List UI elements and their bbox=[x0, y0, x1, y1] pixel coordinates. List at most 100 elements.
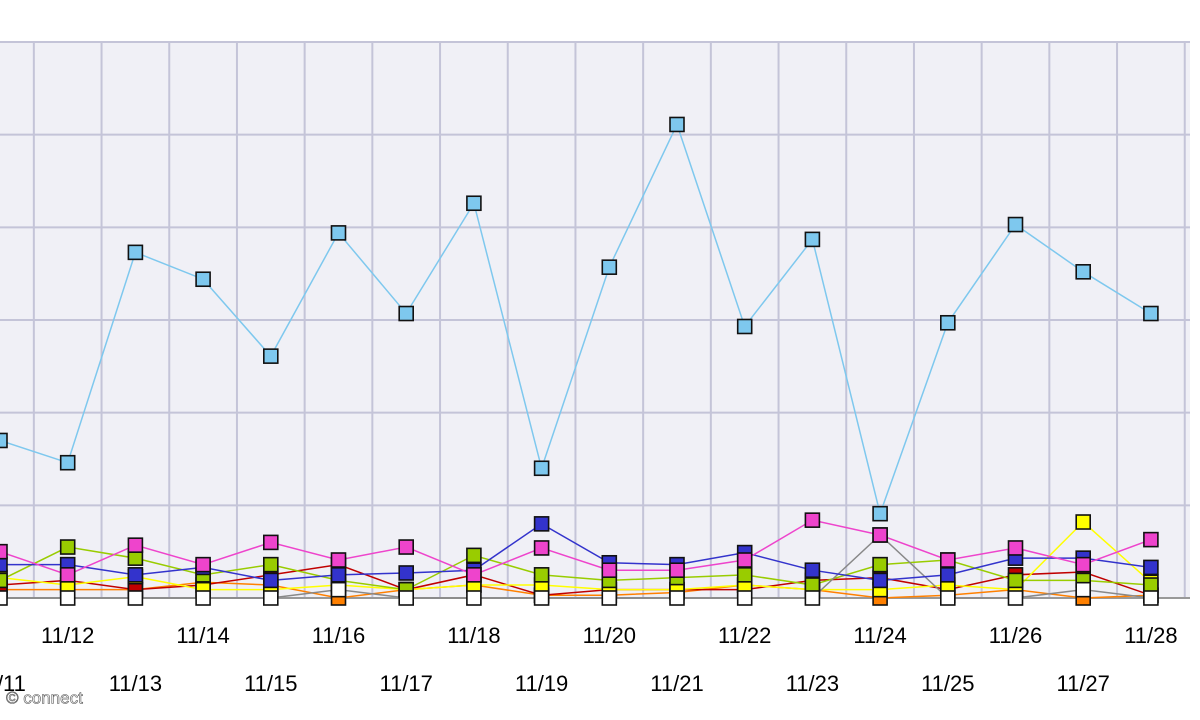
marker bbox=[669, 562, 685, 579]
marker bbox=[601, 590, 618, 606]
marker bbox=[0, 590, 8, 606]
marker bbox=[59, 454, 76, 471]
marker bbox=[1143, 531, 1159, 548]
marker bbox=[1075, 581, 1091, 598]
series-line bbox=[0, 122, 1152, 517]
marker bbox=[1007, 572, 1024, 589]
marker bbox=[127, 244, 144, 261]
marker bbox=[1075, 264, 1091, 280]
series-lines bbox=[0, 122, 1152, 599]
marker bbox=[1007, 590, 1024, 606]
marker bbox=[1143, 559, 1159, 576]
marker bbox=[601, 562, 618, 579]
marker bbox=[669, 590, 685, 606]
x-tick-label: 11/27 bbox=[1056, 671, 1109, 696]
x-tick-label: 11/24 bbox=[853, 623, 906, 648]
series-line bbox=[0, 519, 1152, 576]
marker bbox=[1007, 540, 1024, 556]
marker bbox=[533, 516, 550, 532]
marker bbox=[804, 590, 821, 606]
marker bbox=[262, 590, 279, 606]
x-tick-label: 11/21 bbox=[650, 671, 703, 696]
marker bbox=[872, 556, 888, 573]
marker bbox=[262, 556, 279, 573]
marker bbox=[1075, 514, 1091, 530]
marker bbox=[398, 565, 415, 581]
marker bbox=[804, 577, 821, 593]
marker bbox=[804, 562, 821, 579]
marker bbox=[872, 572, 888, 589]
marker bbox=[669, 116, 685, 133]
marker bbox=[939, 552, 956, 568]
marker bbox=[466, 547, 482, 564]
marker bbox=[533, 540, 550, 556]
series-line bbox=[0, 520, 1152, 591]
marker bbox=[330, 552, 347, 568]
marker bbox=[195, 590, 211, 606]
marker bbox=[0, 543, 8, 560]
marker bbox=[1007, 216, 1024, 233]
marker bbox=[872, 527, 888, 543]
marker bbox=[736, 552, 753, 568]
marker bbox=[59, 590, 76, 606]
x-tick-label: 11/16 bbox=[312, 623, 365, 648]
x-tick-label: 11/15 bbox=[244, 671, 297, 696]
marker bbox=[939, 314, 956, 331]
series-line bbox=[0, 522, 1152, 582]
marker bbox=[330, 567, 347, 583]
marker bbox=[330, 581, 347, 598]
marker bbox=[195, 271, 211, 288]
marker bbox=[262, 534, 279, 551]
marker bbox=[0, 572, 8, 589]
marker bbox=[195, 556, 211, 573]
x-tick-label: 11/19 bbox=[515, 671, 568, 696]
marker bbox=[398, 305, 415, 322]
series-markers bbox=[0, 116, 1159, 606]
marker bbox=[466, 567, 482, 583]
marker bbox=[127, 590, 144, 606]
x-tick-label: 11/23 bbox=[786, 671, 839, 696]
x-tick-label: 11/18 bbox=[447, 623, 500, 648]
marker bbox=[736, 318, 753, 335]
x-tick-label: 11/22 bbox=[718, 623, 771, 648]
x-tick-label: 11/13 bbox=[109, 671, 162, 696]
series-line bbox=[0, 533, 1151, 599]
marker bbox=[127, 550, 144, 566]
marker bbox=[1143, 305, 1159, 322]
marker bbox=[59, 567, 76, 583]
x-tick-label: 11/14 bbox=[176, 623, 229, 648]
x-tick-label: 11/11 bbox=[0, 671, 26, 696]
marker bbox=[0, 432, 8, 449]
marker bbox=[466, 590, 482, 606]
marker bbox=[804, 231, 821, 248]
marker bbox=[1143, 590, 1159, 606]
x-tick-label: 11/20 bbox=[583, 623, 636, 648]
x-axis-labels: 11/11 11/12 11/13 11/14 11/15 11/16 11/17 11/18… bbox=[0, 623, 1178, 696]
marker bbox=[398, 539, 415, 555]
marker bbox=[127, 537, 144, 553]
series-line bbox=[0, 563, 1152, 596]
marker bbox=[804, 512, 821, 528]
marker bbox=[398, 590, 415, 606]
marker bbox=[1075, 556, 1091, 573]
watermark: © connect bbox=[6, 688, 83, 707]
marker bbox=[59, 539, 76, 555]
series-line bbox=[0, 546, 1151, 591]
marker bbox=[533, 590, 550, 606]
x-tick-label: 11/26 bbox=[989, 623, 1042, 648]
marker bbox=[262, 572, 279, 589]
marker bbox=[466, 195, 482, 212]
marker bbox=[1143, 577, 1159, 593]
marker bbox=[330, 225, 347, 241]
marker bbox=[872, 505, 888, 522]
marker bbox=[533, 460, 550, 477]
marker bbox=[127, 567, 144, 583]
x-tick-label: 11/25 bbox=[921, 671, 974, 696]
marker bbox=[736, 590, 753, 606]
marker bbox=[533, 567, 550, 583]
marker bbox=[736, 567, 753, 583]
marker bbox=[939, 567, 956, 583]
x-tick-label: 11/12 bbox=[41, 623, 94, 648]
marker bbox=[262, 348, 279, 364]
